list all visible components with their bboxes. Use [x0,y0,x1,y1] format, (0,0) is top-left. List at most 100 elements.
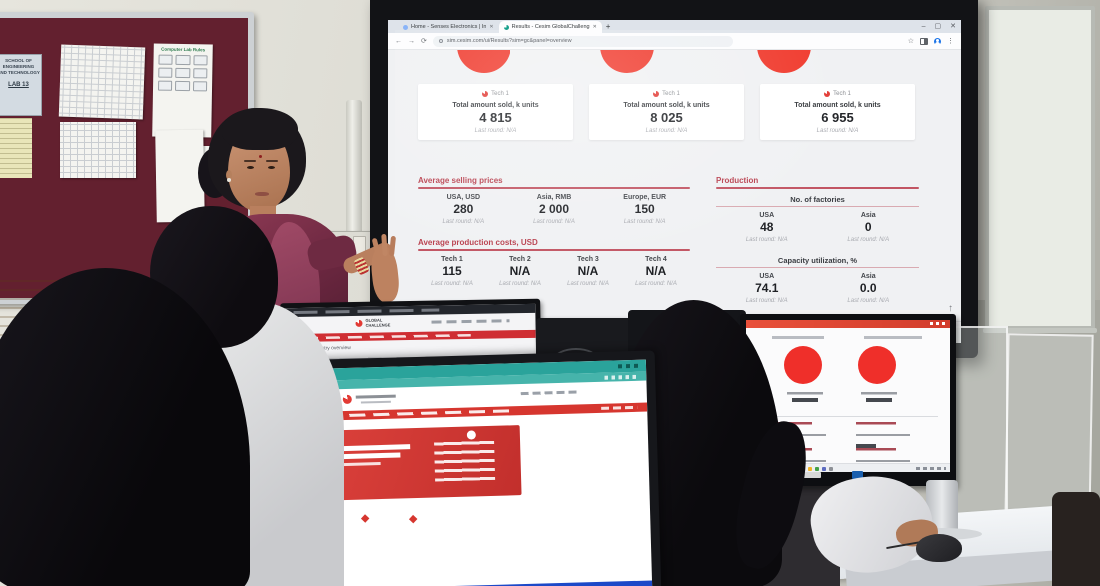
browser-menu-icon[interactable]: ⋮ [947,38,954,45]
stat-last-round: Last round: N/A [533,219,575,225]
mini-taskbar-tray [916,467,946,470]
maximize-button[interactable]: ▢ [934,23,942,30]
mini-pie-chart [858,346,896,384]
scroll-to-top-icon[interactable]: ↑ [948,303,953,314]
mini-page-heading: Industry overview [311,345,351,352]
stat-last-round: Last round: N/A [745,237,788,243]
subsection-divider [716,267,919,268]
section-production-costs: Average production costs, USD Tech 1 115… [418,238,690,287]
stat-value: 150 [634,202,655,216]
card-label: Total amount sold, k units [623,102,710,109]
stat-last-round: Last round: N/A [442,219,485,225]
hero-side-text-lines [434,439,496,482]
stat-last-round: Last round: N/A [567,281,609,287]
stat-value: 0.0 [859,281,877,295]
pie-chart-partial [457,50,510,74]
stat-last-round: Last round: N/A [847,298,890,304]
stat-last-round: Last round: N/A [847,237,890,243]
teacher-eye [247,166,254,169]
stat-value: 115 [442,264,462,278]
new-tab-button[interactable]: + [605,22,611,31]
teacher-eye [268,166,275,169]
stat-value: N/A [577,264,599,278]
tech-legend-label: Tech 1 [491,91,509,97]
whiteboard [985,6,1095,330]
stat-value: 74.1 [755,281,779,295]
section-title: Production [716,176,759,185]
red-diamond-bullet [360,514,370,523]
lab-rules-title: Computer Lab Rules [161,46,206,53]
tech-legend-icon [653,91,660,97]
browser-tab-strip: Home - Senses Electronics | In ✕ Results… [398,21,610,33]
stat-last-round: Last round: N/A [499,281,541,287]
close-button[interactable]: ✕ [950,23,956,30]
stat-value: N/A [645,264,667,278]
tab-results-cesim[interactable]: Results - Cesim GlobalChalleng ✕ [498,21,602,33]
stat-last-round: Last round: N/A [623,219,666,225]
mini-divider [758,416,938,417]
tech-legend-label: Tech 1 [833,91,851,97]
teacher-bindi [259,155,262,158]
teacher-ear [226,170,232,180]
sold-card: Tech 1 Total amount sold, k units 4 815 … [418,84,573,140]
cesim-pie-icon [355,319,363,327]
stat: Asia 0.0 Last round: N/A [818,273,920,304]
side-panel-icon[interactable] [920,37,928,45]
teacher-eyebrow [244,160,256,162]
computer-mouse [916,534,962,562]
stat: USA 74.1 Last round: N/A [716,273,818,304]
stat-value: 0 [864,220,872,234]
plaque-line: ENGINEERING [2,64,35,69]
lab-plaque: SCHOOL OF ENGINEERING AND TECHNOLOGY LAB… [0,54,42,116]
card-last-round: Last round: N/A [474,128,517,134]
profile-avatar-icon[interactable] [934,37,941,45]
tech-legend-icon [824,91,831,97]
wall-conduit-pipe [346,100,362,240]
stat-label: USA, USD [446,194,481,201]
section-title: Average production costs, USD [418,238,538,247]
bookmark-star-icon[interactable]: ☆ [907,38,914,45]
stat-value: 48 [760,220,774,234]
stat-value: 280 [453,202,474,216]
card-value: 4 815 [479,110,512,125]
section-divider [418,249,690,251]
tab-home-senses[interactable]: Home - Senses Electronics | In ✕ [398,21,499,33]
stat: Tech 4 N/A Last round: N/A [622,256,690,287]
stat: Asia 0 Last round: N/A [818,212,920,243]
tab-close-icon[interactable]: ✕ [592,24,597,30]
card-label: Total amount sold, k units [794,102,881,109]
tab-close-icon[interactable]: ✕ [489,24,494,30]
mini-red-titlebar [746,320,950,328]
tech-legend-icon [482,91,489,97]
intel-sticker [852,471,863,479]
url-text: sim.cesim.com/ui/Results?sim=gc&panel=ov… [446,38,572,44]
stat-last-round: Last round: N/A [745,298,788,304]
mini-menu-text-lines [431,319,510,324]
card-last-round: Last round: N/A [645,128,688,134]
card-value: 6 955 [821,110,854,125]
stat: Tech 2 N/A Last round: N/A [486,256,554,287]
tech-legend-label: Tech 1 [662,91,680,97]
mini-caption-line [772,336,824,339]
wall-shadow-right [955,300,1100,530]
stat-value: 2 000 [538,202,570,216]
stat: USA, USD 280 Last round: N/A [418,194,509,225]
minimize-button[interactable]: – [921,23,926,30]
stat-label: Asia [860,273,876,280]
tab-favicon [503,24,509,30]
stat-last-round: Last round: N/A [431,281,473,287]
address-bar[interactable]: sim.cesim.com/ui/Results?sim=gc&panel=ov… [432,35,733,47]
lab-rules-poster: Computer Lab Rules [152,43,213,138]
site-info-icon[interactable] [438,39,443,43]
plaque-lab-number: LAB 13 [8,82,29,88]
tab-title: Home - Senses Electronics | In [411,24,487,30]
back-icon[interactable]: ← [395,37,402,45]
forward-icon[interactable]: → [408,37,415,45]
window-controls: – ▢ ✕ [922,20,956,33]
stat-value: N/A [509,264,531,278]
section-selling-prices: Average selling prices USA, USD 280 Last… [418,176,690,225]
chair [1052,492,1100,586]
cesim-logo [342,394,396,405]
card-value: 8 025 [650,110,683,125]
reload-icon[interactable]: ⟳ [421,38,427,45]
